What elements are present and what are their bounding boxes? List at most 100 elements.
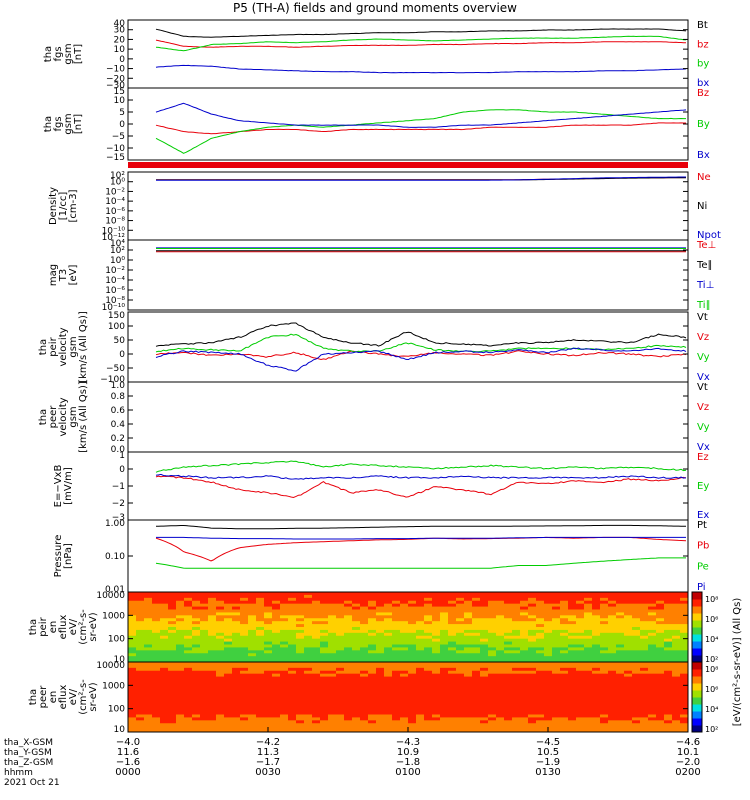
heatmap-cell [264,720,273,724]
y-tick-label: −10 [106,65,125,75]
heatmap-cell [568,697,577,701]
heatmap-cell [328,726,337,730]
heatmap-cell [560,638,569,643]
heatmap-cell [224,726,233,730]
heatmap-cell [232,629,241,634]
heatmap-cell [200,656,209,660]
heatmap-cell [232,702,241,707]
heatmap-cell [360,729,369,733]
heatmap-cell [200,618,209,622]
heatmap-cell [400,676,409,680]
y-axis-label: peir [48,336,59,356]
heatmap-cell [584,711,593,715]
heatmap-cell [224,644,233,648]
heatmap-cell [208,685,217,689]
heatmap-cell [184,600,193,605]
heatmap-cell [608,618,617,622]
heatmap-cell [152,662,161,666]
heatmap-cell [488,603,497,608]
heatmap-cell [424,720,433,724]
heatmap-cell [128,667,137,672]
heatmap-cell [632,705,641,710]
heatmap-cell [624,688,633,692]
heatmap-cell [184,676,193,680]
heatmap-cell [144,664,153,669]
heatmap-cell [208,624,217,628]
heatmap-cell [656,697,665,701]
heatmap-cell [136,702,145,707]
heatmap-cell [264,632,273,637]
heatmap-cell [536,597,545,602]
heatmap-cell [320,691,329,695]
heatmap-cell [608,621,617,625]
heatmap-cell [256,632,265,637]
heatmap-cell [576,711,585,715]
heatmap-cell [424,702,433,707]
heatmap-cell [320,597,329,602]
heatmap-cell [368,685,377,689]
heatmap-cell [648,711,657,715]
heatmap-cell [672,720,681,724]
heatmap-cell [568,691,577,695]
heatmap-cell [568,720,577,724]
heatmap-cell [216,720,225,724]
heatmap-cell [680,708,689,713]
heatmap-cell [176,612,185,616]
heatmap-cell [640,594,649,599]
heatmap-cell [616,708,625,713]
y-axis-label: velocity [58,397,69,436]
heatmap-cell [264,592,273,596]
heatmap-cell [480,629,489,634]
heatmap-cell [664,603,673,608]
heatmap-cell [616,726,625,730]
heatmap-cell [488,726,497,730]
heatmap-cell [528,688,537,692]
heatmap-cell [184,670,193,675]
heatmap-cell [528,699,537,704]
heatmap-cell [152,694,161,698]
heatmap-cell [272,726,281,730]
heatmap-cell [432,708,441,713]
heatmap-cell [384,612,393,616]
heatmap-cell [160,592,169,596]
heatmap-cell [472,632,481,637]
heatmap-cell [304,673,313,678]
heatmap-cell [248,618,257,622]
heatmap-cell [464,638,473,643]
heatmap-cell [408,629,417,634]
heatmap-cell [184,629,193,634]
heatmap-cell [456,592,465,596]
heatmap-cell [280,627,289,631]
heatmap-cell [680,624,689,628]
heatmap-cell [272,641,281,645]
heatmap-cell [208,705,217,710]
y-tick-label: 0.6 [111,406,126,416]
heatmap-cell [656,644,665,648]
heatmap-cell [552,624,561,628]
x-row-label: tha_Y-GSM [4,748,52,758]
heatmap-cell [192,662,201,666]
heatmap-cell [288,612,297,616]
heatmap-cell [512,676,521,680]
heatmap-cell [656,714,665,718]
heatmap-cell [320,618,329,622]
heatmap-cell [160,673,169,678]
heatmap-cell [168,694,177,698]
heatmap-cell [592,723,601,727]
heatmap-cell [456,682,465,686]
x-tick-value: 0130 [535,767,560,778]
heatmap-cell [336,688,345,692]
heatmap-cell [344,629,353,634]
heatmap-cell [600,638,609,643]
heatmap-cell [616,653,625,657]
heatmap-cell [656,600,665,605]
heatmap-cell [240,711,249,715]
heatmap-cell [592,641,601,645]
heatmap-cell [144,726,153,730]
heatmap-cell [184,685,193,689]
heatmap-cell [400,653,409,657]
heatmap-cell [456,594,465,599]
heatmap-cell [136,676,145,680]
heatmap-cell [248,624,257,628]
heatmap-cell [528,664,537,669]
